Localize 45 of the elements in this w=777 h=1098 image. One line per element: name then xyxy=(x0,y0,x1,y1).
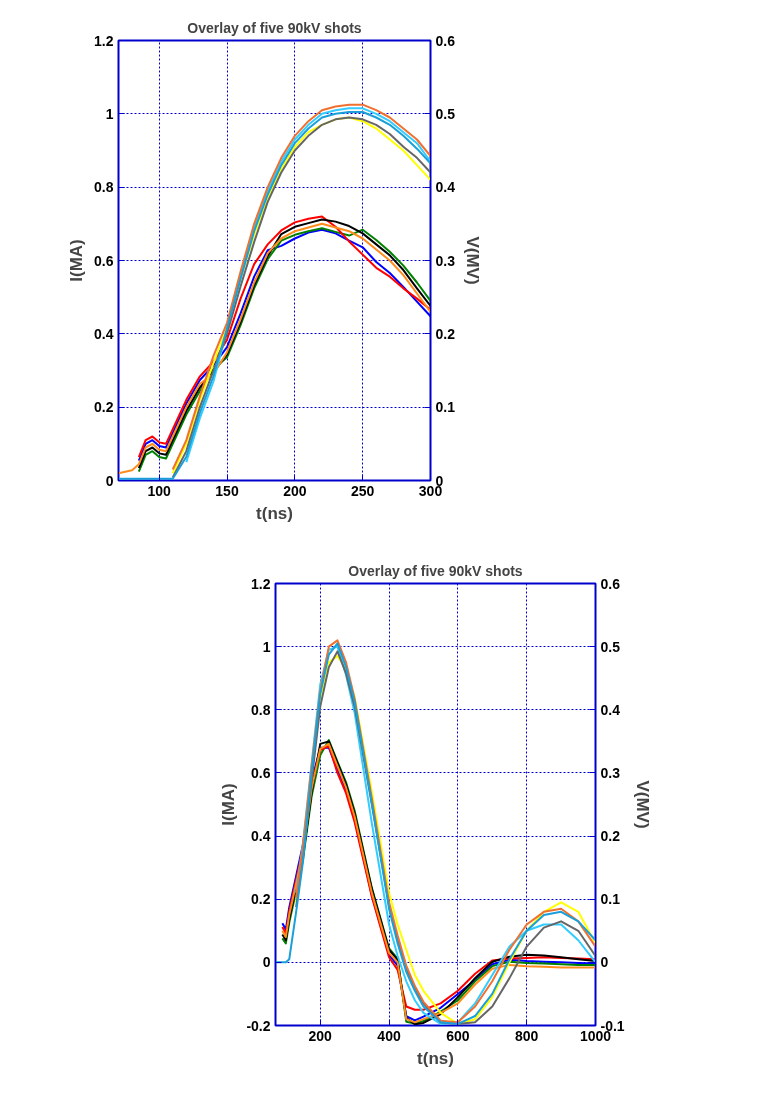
y2-axis-title: V(MV) xyxy=(462,236,482,285)
y-tick-label: 0.2 xyxy=(94,399,114,416)
y2-tick-label: 0.5 xyxy=(600,638,621,655)
y-tick-label: 1.2 xyxy=(94,32,114,49)
x-tick-label: 200 xyxy=(308,1027,333,1044)
y-tick-label: -0.2 xyxy=(246,1017,271,1034)
x-tick-label: 600 xyxy=(446,1027,470,1044)
y2-tick-label: 0.2 xyxy=(435,325,456,342)
x-tick-label: 800 xyxy=(515,1027,539,1044)
y-tick-label: 0.2 xyxy=(251,891,271,908)
y-axis-title: I(MA) xyxy=(219,783,239,826)
y-tick-label: 1 xyxy=(105,105,114,122)
y2-tick-label: 0.5 xyxy=(435,105,456,122)
x-tick-label: 100 xyxy=(147,482,172,499)
x-axis-title: t(ns) xyxy=(417,1048,454,1068)
y2-tick-label: 0.3 xyxy=(600,764,621,781)
y-tick-label: 0.6 xyxy=(94,252,114,269)
chart-title: Overlay of five 90kV shots xyxy=(187,19,362,36)
y2-axis-title: V(MV) xyxy=(632,780,652,829)
y2-tick-label: 0.1 xyxy=(600,891,621,908)
chart-title: Overlay of five 90kV shots xyxy=(348,562,523,579)
line-series xyxy=(118,111,431,480)
x-tick-label: 200 xyxy=(283,482,307,499)
y-tick-label: 0.8 xyxy=(251,701,271,718)
y-tick-label: 0 xyxy=(105,472,114,489)
y2-tick-label: 0.2 xyxy=(600,828,621,845)
y-tick-label: 0.4 xyxy=(251,828,271,845)
y2-tick-label: 0.4 xyxy=(600,701,621,718)
x-axis-title: t(ns) xyxy=(256,503,293,523)
y2-tick-label: 0 xyxy=(600,954,609,971)
y-tick-label: 1.2 xyxy=(251,575,271,592)
y-tick-label: 1 xyxy=(262,638,271,655)
y2-tick-label: 0.1 xyxy=(435,399,456,416)
y-tick-label: 0.6 xyxy=(251,764,271,781)
x-tick-label: 250 xyxy=(350,482,375,499)
x-tick-label: 150 xyxy=(215,482,239,499)
y2-tick-label: 0.6 xyxy=(435,32,456,49)
y2-tick-label: 0.3 xyxy=(435,252,456,269)
y2-tick-label: 0.4 xyxy=(435,179,456,196)
y-axis-title: I(MA) xyxy=(67,239,87,282)
y-tick-label: 0.8 xyxy=(94,179,114,196)
y2-tick-label: 0.6 xyxy=(600,575,621,592)
y-tick-label: 0 xyxy=(262,954,271,971)
x-tick-label: 400 xyxy=(377,1027,401,1044)
y-tick-label: 0.4 xyxy=(94,325,114,342)
